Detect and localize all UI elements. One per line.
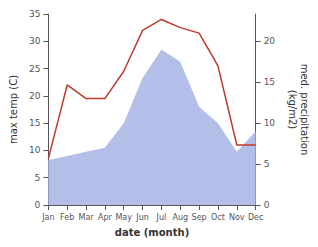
svg-text:0: 0 [264,200,270,210]
svg-text:20: 20 [29,91,41,101]
svg-text:5: 5 [264,159,270,169]
svg-text:(kg/m2): (kg/m2) [287,90,298,130]
svg-text:May: May [115,213,132,222]
svg-text:Apr: Apr [98,213,113,222]
svg-text:Oct: Oct [211,213,225,222]
svg-text:max temp (C): max temp (C) [8,75,19,144]
svg-text:10: 10 [264,118,276,128]
svg-text:5: 5 [35,173,41,183]
svg-text:Dec: Dec [248,213,263,222]
svg-text:25: 25 [29,64,40,74]
svg-text:Feb: Feb [60,213,74,222]
svg-text:20: 20 [264,36,276,46]
svg-text:Jun: Jun [135,213,149,222]
svg-text:Jan: Jan [41,213,54,222]
svg-text:35: 35 [29,9,40,19]
svg-text:0: 0 [35,200,41,210]
svg-text:Mar: Mar [78,213,94,222]
svg-text:Sep: Sep [192,213,207,222]
svg-text:15: 15 [264,77,275,87]
svg-text:Jul: Jul [156,213,167,222]
svg-text:30: 30 [29,36,41,46]
svg-text:15: 15 [29,118,40,128]
svg-text:med. precipitation: med. precipitation [299,64,310,156]
svg-text:date (month): date (month) [115,227,189,238]
svg-text:10: 10 [29,145,41,155]
svg-text:Nov: Nov [229,213,245,222]
svg-text:Aug: Aug [172,213,188,222]
